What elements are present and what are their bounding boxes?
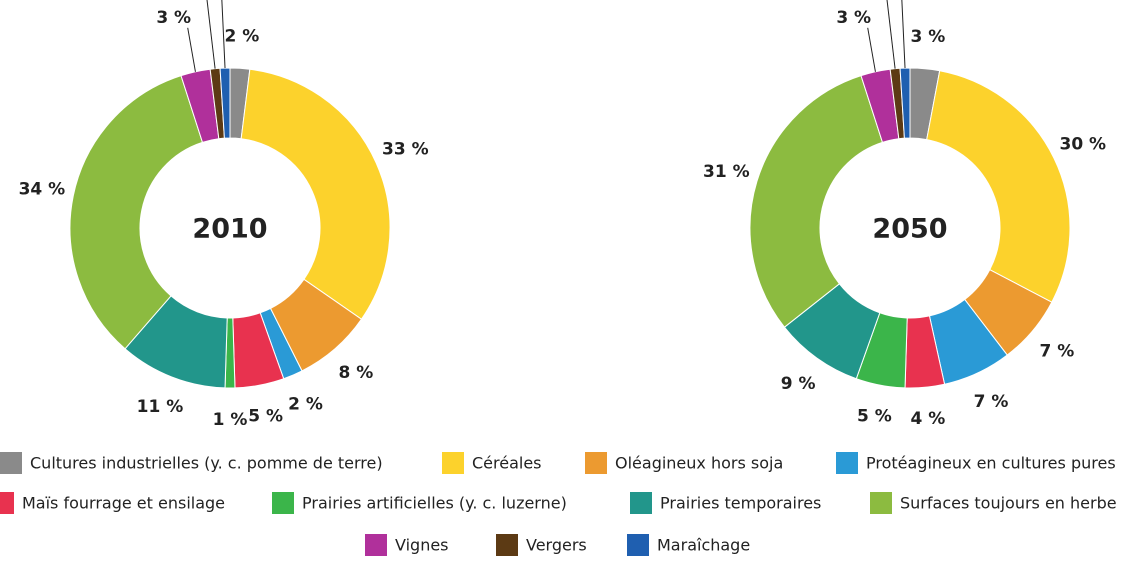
leader-line bbox=[867, 27, 876, 72]
value-label: 9 % bbox=[781, 374, 816, 394]
legend-swatch bbox=[630, 492, 652, 514]
value-label: 3 % bbox=[836, 8, 871, 28]
center-title: 2050 bbox=[872, 214, 947, 245]
value-label: 3 % bbox=[156, 8, 191, 28]
leader-line bbox=[206, 0, 216, 69]
leader-line bbox=[187, 27, 196, 72]
value-label: 7 % bbox=[1039, 342, 1074, 362]
legend-swatch bbox=[870, 492, 892, 514]
legend-label: Maraîchage bbox=[657, 536, 750, 555]
slice bbox=[926, 70, 1071, 303]
legend-label: Prairies temporaires bbox=[660, 494, 821, 513]
value-label: 31 % bbox=[703, 162, 750, 182]
value-label: 30 % bbox=[1059, 134, 1106, 154]
slice bbox=[69, 75, 204, 350]
legend-label: Maïs fourrage et ensilage bbox=[22, 494, 225, 513]
value-label: 5 % bbox=[248, 407, 283, 427]
legend-swatch bbox=[0, 452, 22, 474]
legend-swatch bbox=[585, 452, 607, 474]
slice bbox=[899, 67, 911, 139]
legend-swatch bbox=[496, 534, 518, 556]
value-label: 5 % bbox=[857, 407, 892, 427]
value-label: 7 % bbox=[974, 392, 1009, 412]
legend-swatch bbox=[365, 534, 387, 556]
legend-swatch bbox=[627, 534, 649, 556]
legend-swatch bbox=[836, 452, 858, 474]
legend-swatch bbox=[0, 492, 14, 514]
value-label: 11 % bbox=[137, 397, 184, 417]
leader-line bbox=[901, 0, 906, 69]
legend-swatch bbox=[442, 452, 464, 474]
legend-swatch bbox=[272, 492, 294, 514]
center-title: 2010 bbox=[192, 214, 267, 245]
legend-label: Vergers bbox=[526, 536, 587, 555]
value-label: 2 % bbox=[288, 395, 323, 415]
slice bbox=[219, 67, 231, 139]
legend-label: Oléagineux hors soja bbox=[615, 454, 783, 473]
legend-label: Cultures industrielles (y. c. pomme de t… bbox=[30, 454, 383, 473]
legend-label: Céréales bbox=[472, 454, 542, 473]
value-label: 2 % bbox=[225, 26, 260, 46]
legend-label: Prairies artificielles (y. c. luzerne) bbox=[302, 494, 567, 513]
value-label: 8 % bbox=[339, 363, 374, 383]
slice bbox=[240, 68, 391, 320]
leader-line bbox=[221, 0, 226, 69]
legend-label: Protéagineux en cultures pures bbox=[866, 454, 1116, 473]
value-label: 34 % bbox=[19, 179, 66, 199]
value-label: 4 % bbox=[910, 409, 945, 429]
value-label: 3 % bbox=[910, 27, 945, 47]
value-label: 1 % bbox=[213, 410, 248, 430]
leader-line bbox=[886, 0, 896, 69]
legend-label: Vignes bbox=[395, 536, 449, 555]
slice bbox=[749, 75, 884, 328]
value-label: 33 % bbox=[382, 140, 429, 160]
legend-label: Surfaces toujours en herbe bbox=[900, 494, 1117, 513]
